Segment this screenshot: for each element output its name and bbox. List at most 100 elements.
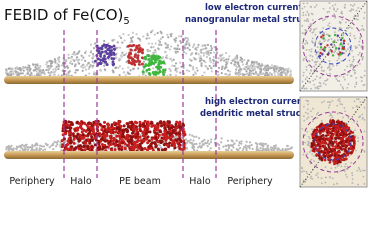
atom [89, 49, 93, 53]
atom [302, 86, 305, 88]
atom [333, 33, 337, 37]
atom [64, 62, 67, 65]
atom [142, 134, 146, 138]
atom [66, 74, 69, 77]
atom [219, 59, 222, 62]
atom [147, 67, 151, 71]
atom [107, 52, 111, 56]
atom [197, 53, 200, 56]
atom [310, 48, 313, 51]
atom [38, 69, 42, 72]
atom [203, 71, 206, 74]
atom [342, 34, 345, 37]
atom [158, 69, 162, 73]
atom [57, 67, 60, 71]
atom [77, 147, 81, 151]
atom [319, 77, 321, 79]
atom [160, 136, 164, 140]
atom [119, 36, 123, 40]
atom [238, 141, 241, 145]
atom [205, 142, 208, 145]
atom [351, 148, 355, 152]
atom [212, 58, 215, 62]
atom [252, 72, 255, 75]
atom [268, 66, 271, 69]
atom [330, 118, 332, 120]
atom [163, 71, 167, 74]
atom [302, 2, 305, 5]
atom [141, 70, 145, 74]
atom [55, 145, 58, 148]
atom [165, 54, 168, 57]
atom [317, 42, 320, 44]
atom [346, 153, 350, 157]
atom [304, 111, 307, 114]
atom [168, 135, 172, 139]
atom [89, 139, 93, 143]
atom [45, 63, 48, 66]
atom [337, 53, 341, 56]
atom [339, 38, 343, 42]
atom [75, 56, 79, 59]
atom [137, 44, 141, 47]
atom [38, 149, 41, 152]
atom [323, 40, 326, 43]
atom [284, 69, 288, 72]
atom [192, 139, 195, 142]
atom [334, 75, 337, 78]
atom [198, 142, 201, 145]
atom [176, 50, 179, 53]
atom [339, 22, 342, 25]
atom [352, 106, 354, 109]
atom [322, 139, 325, 143]
atom [147, 71, 151, 75]
atom [311, 19, 314, 21]
atom [234, 56, 237, 59]
atom [345, 50, 348, 52]
atom [181, 122, 185, 126]
atom [307, 103, 309, 106]
atom [305, 20, 308, 22]
atom [117, 134, 121, 138]
atom [363, 74, 366, 77]
atom [153, 33, 156, 36]
atom [65, 59, 68, 62]
atom [357, 7, 360, 9]
atom [236, 58, 239, 61]
atom [156, 31, 159, 35]
atom [279, 68, 283, 71]
atom [179, 61, 182, 64]
atom [348, 139, 352, 142]
atom [311, 55, 314, 58]
atom [74, 71, 77, 74]
atom [339, 147, 343, 150]
atom [194, 47, 197, 51]
atom [131, 31, 135, 34]
atom [302, 74, 305, 77]
region-label: Periphery [9, 176, 55, 187]
atom [125, 133, 129, 137]
atom [331, 116, 334, 119]
atom [134, 53, 137, 57]
atom [79, 135, 83, 139]
atom [328, 25, 331, 28]
atom [145, 137, 149, 141]
atom [110, 45, 113, 49]
atom [215, 60, 218, 63]
atom [185, 43, 188, 46]
atom [355, 77, 358, 79]
atom [77, 62, 81, 65]
atom [327, 143, 330, 146]
atoms-layer [4, 29, 293, 153]
atom [161, 36, 164, 39]
atom [230, 149, 233, 152]
atom [363, 83, 366, 86]
atom [340, 158, 344, 162]
atom [302, 115, 305, 118]
atom [328, 2, 331, 4]
atom [108, 134, 112, 138]
atom [201, 139, 205, 143]
atom [142, 138, 146, 142]
atom [143, 55, 147, 59]
atom [245, 68, 248, 71]
